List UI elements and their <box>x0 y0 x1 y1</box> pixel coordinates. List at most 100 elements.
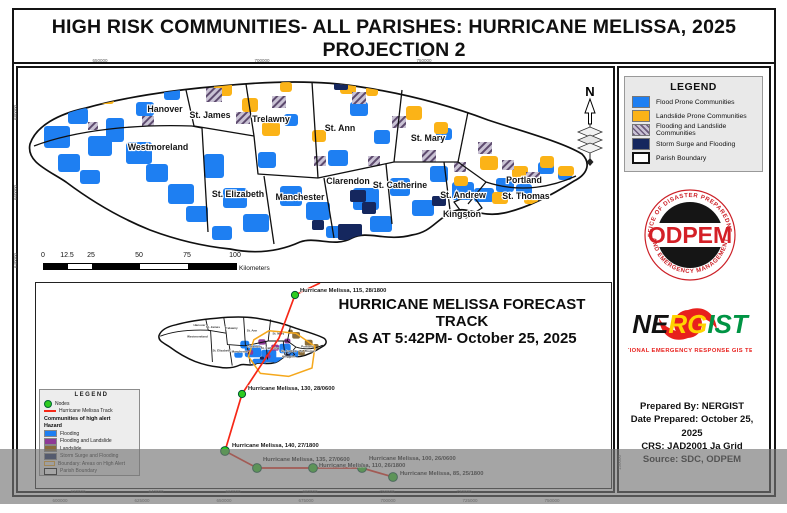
legend-label: Flood Prone Communities <box>656 98 735 106</box>
parish-label: Clarendon <box>326 176 370 186</box>
scale-tick: 100 <box>229 252 241 259</box>
inset-title-line1: HURRICANE MELISSA FORECAST TRACK <box>338 296 586 330</box>
layer-icon <box>576 134 604 146</box>
parish-label: St. Catherine <box>373 180 427 190</box>
svg-text:St. Mary: St. Mary <box>273 332 285 336</box>
page-title: HIGH RISK COMMUNITIES- ALL PARISHES: HUR… <box>51 16 737 38</box>
inset-legend-track: Hurricane Melissa Track <box>59 408 113 415</box>
legend-label: Storm Surge and Flooding <box>656 140 736 148</box>
svg-text:Westmoreland: Westmoreland <box>187 334 208 338</box>
main-legend: LEGEND Flood Prone Communities Landslide… <box>624 76 763 172</box>
svg-text:Portland: Portland <box>301 344 313 348</box>
flood-landslide-swatch <box>632 124 650 136</box>
parish-label: St. Ann <box>325 123 355 133</box>
scale-bar: 0 12.5 25 50 75 100 Kilometers <box>41 252 283 278</box>
svg-text:Hurricane Melissa, 140, 27/180: Hurricane Melissa, 140, 27/1800 <box>232 443 319 449</box>
svg-text:Hanover: Hanover <box>193 323 206 327</box>
hazard-label: Landslide <box>60 445 82 452</box>
parish-label: St. Andrew <box>440 190 486 200</box>
high-alert-boundary <box>247 330 316 378</box>
svg-text:St. Thomas: St. Thomas <box>300 349 317 353</box>
prepared-by: Prepared By: NERGIST <box>640 401 744 412</box>
nergist-ist: IST <box>707 309 750 339</box>
grid-tick-label: 700000 <box>380 498 396 503</box>
parish-label: St. Mary <box>411 133 445 143</box>
scale-tick: 0 <box>41 252 45 259</box>
crs: CRS: JAD2001 Ja Grid <box>641 440 743 452</box>
nergist-rg: RG <box>668 309 707 339</box>
node-icon <box>44 399 52 408</box>
inset-legend-title: LEGEND <box>74 392 109 398</box>
scale-unit: Kilometers <box>239 265 270 272</box>
parish-label: Kingston <box>443 209 481 219</box>
inset-legend-hazard-header: Hazard <box>44 423 62 430</box>
svg-text:NERGIST: NERGIST <box>632 309 750 339</box>
alert-boundary-swatch <box>44 461 55 467</box>
parish-labels: Hanover St. James Trelawny Westmoreland … <box>127 103 551 220</box>
layer-icon <box>576 142 604 154</box>
parish-label: St. James <box>189 110 230 120</box>
north-label: N <box>585 84 594 99</box>
odpem-wordmark: ODPEM <box>648 222 732 248</box>
grid-tick-label: 675000 <box>298 498 314 503</box>
main-map: Hanover St. James Trelawny Westmoreland … <box>28 81 588 253</box>
parish-label: St. Elizabeth <box>212 189 264 199</box>
svg-text:Hurricane Melissa, 130, 28/060: Hurricane Melissa, 130, 28/0600 <box>248 386 335 392</box>
grid-tick-label: 600000 <box>52 498 68 503</box>
odpem-logo: OFFICE OF DISASTER PREPAREDNESS AND EMER… <box>644 188 736 281</box>
svg-text:Kingston: Kingston <box>282 355 295 359</box>
svg-text:St. Andrew: St. Andrew <box>281 349 297 353</box>
nergist-subtitle: NATIONAL EMERGENCY RESPONSE GIS TEAM <box>628 348 752 354</box>
grid-tick-label: 650000 <box>216 498 232 503</box>
track-point-labels: Hurricane Melissa, 115, 28/1800 Hurrican… <box>231 287 484 477</box>
legend-title: LEGEND <box>670 81 717 93</box>
landslide-prone-swatch <box>632 110 650 122</box>
scale-bar-segments <box>43 263 237 270</box>
svg-text:Hurricane Melissa, 115, 28/180: Hurricane Melissa, 115, 28/1800 <box>300 288 386 294</box>
inset-title: HURRICANE MELISSA FORECAST TRACK AS AT 5… <box>312 296 612 347</box>
page-subtitle: PROJECTION 2 <box>322 39 466 61</box>
source: Source: SDC, ODPEM <box>642 454 742 466</box>
parish-label: Trelawny <box>252 114 290 124</box>
scale-tick: 75 <box>183 252 191 259</box>
landslide-swatch <box>44 445 57 453</box>
title-box: HIGH RISK COMMUNITIES- ALL PARISHES: HUR… <box>12 8 776 64</box>
inset-title-line2: AS AT 5:42PM- October 25, 2025 <box>347 330 577 347</box>
scale-tick: 25 <box>87 252 95 259</box>
parish-label: Portland <box>506 175 542 185</box>
inset-legend-nodes: Nodes <box>55 400 70 407</box>
parish-label: St. Thomas <box>502 191 550 201</box>
svg-text:Hurricane Melissa, 100, 26/060: Hurricane Melissa, 100, 26/0600 <box>369 456 456 462</box>
hazard-label: Parish Boundary <box>60 468 97 475</box>
legend-label: Parish Boundary <box>656 154 707 162</box>
svg-text:Hurricane Melissa, 110, 26/180: Hurricane Melissa, 110, 26/1800 <box>319 463 405 469</box>
svg-text:St. Ann: St. Ann <box>247 329 258 333</box>
svg-text:Trelawny: Trelawny <box>225 326 238 330</box>
flood-landslide-swatch <box>44 437 57 445</box>
parish-label: Manchester <box>276 192 325 202</box>
hazard-label: Flooding and Landslide <box>60 438 112 445</box>
credits-block: Prepared By: NERGIST Date Prepared: Octo… <box>620 400 764 466</box>
nergist-ne: NE <box>632 309 669 339</box>
north-arrow: N <box>576 84 604 166</box>
storm-surge-swatch <box>44 452 57 460</box>
hazard-label: Boundary: Areas on High Alert <box>58 460 125 467</box>
layer-icon <box>576 126 604 138</box>
inset-legend: LEGEND Nodes Hurricane Melissa Track Com… <box>39 389 140 476</box>
legend-label: Landslide Prone Communities <box>656 112 747 120</box>
grid-tick-label: 625000 <box>134 498 150 503</box>
scale-tick: 12.5 <box>60 252 74 259</box>
svg-text:St. Elizabeth: St. Elizabeth <box>212 349 230 353</box>
flooding-swatch <box>44 430 57 438</box>
storm-surge-swatch <box>632 138 650 150</box>
grid-tick-label: 725000 <box>462 498 478 503</box>
flood-landslide-patches <box>88 88 540 182</box>
track-line-icon <box>44 410 56 413</box>
svg-text:Hurricane Melissa, 85, 25/1800: Hurricane Melissa, 85, 25/1800 <box>400 471 483 477</box>
inset-legend-header: Communities of high alert <box>44 415 111 422</box>
parish-label: Westmoreland <box>128 142 188 152</box>
scale-tick: 50 <box>135 252 143 259</box>
inset-jamaica: Hanover St. James Trelawny Westmoreland … <box>158 316 327 378</box>
grid-tick-label: 750000 <box>544 498 560 503</box>
